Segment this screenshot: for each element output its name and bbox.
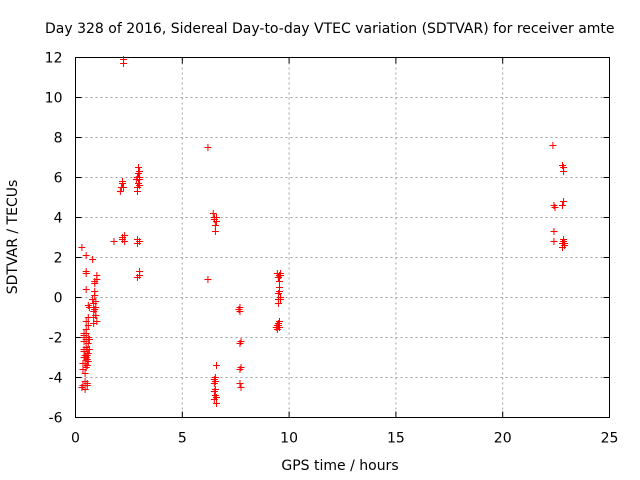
data-point	[277, 270, 285, 277]
data-point	[236, 366, 244, 373]
data-point	[85, 336, 93, 343]
data-point	[84, 358, 92, 365]
y-tick-label: 2	[54, 251, 63, 267]
data-point	[93, 276, 101, 283]
data-point	[120, 184, 128, 191]
data-point	[136, 268, 144, 275]
data-point	[211, 228, 219, 235]
data-point	[236, 380, 244, 387]
data-point	[136, 176, 144, 183]
data-point	[274, 300, 282, 307]
data-point	[237, 338, 245, 345]
data-point	[91, 306, 99, 313]
data-point	[204, 276, 212, 283]
y-tick-labels: -6 -4 -2 0 2 4 6 8 10 12	[45, 51, 63, 427]
y-tick-label: -6	[49, 411, 63, 427]
data-point	[110, 238, 118, 245]
x-tick-label: 5	[178, 431, 187, 447]
data-point	[204, 144, 212, 151]
data-points	[78, 56, 569, 407]
y-tick-label: 8	[54, 131, 63, 147]
y-tick-label: 0	[54, 291, 63, 307]
data-point	[275, 278, 283, 285]
data-point	[549, 142, 557, 149]
data-point	[210, 396, 218, 403]
data-point	[560, 168, 568, 175]
data-point	[136, 238, 144, 245]
y-tick-label: -4	[49, 371, 63, 387]
data-point	[136, 168, 144, 175]
data-point	[550, 238, 558, 245]
data-point	[559, 162, 567, 169]
data-point	[135, 164, 143, 171]
data-point	[560, 198, 568, 205]
y-tick-label: 6	[54, 171, 63, 187]
data-point	[275, 324, 283, 331]
data-point	[274, 290, 282, 297]
x-tick-label: 25	[601, 431, 619, 447]
data-point	[85, 346, 93, 353]
x-tick-label: 15	[387, 431, 405, 447]
data-point	[116, 188, 124, 195]
data-point	[277, 294, 285, 301]
data-point	[82, 330, 90, 337]
chart-title: Day 328 of 2016, Sidereal Day-to-day VTE…	[45, 21, 615, 37]
y-tick-label: 12	[45, 51, 63, 67]
data-point	[81, 370, 89, 377]
data-point	[237, 384, 245, 391]
y-axis-label: SDTVAR / TECUs	[5, 180, 21, 295]
data-point	[89, 256, 97, 263]
x-tick-label: 20	[494, 431, 512, 447]
data-point	[210, 388, 218, 395]
x-tick-label: 10	[280, 431, 298, 447]
data-point	[84, 340, 92, 347]
axis-ticks	[75, 57, 610, 418]
data-point	[78, 244, 86, 251]
data-point	[212, 214, 220, 221]
data-point	[84, 350, 92, 357]
x-tick-label: 0	[71, 431, 80, 447]
grid-lines	[75, 57, 610, 418]
y-tick-label: 4	[54, 211, 63, 227]
data-point	[118, 234, 126, 241]
x-tick-labels: 0 5 10 15 20 25	[71, 431, 618, 447]
data-point	[82, 270, 90, 277]
data-point	[85, 304, 93, 311]
data-point	[91, 288, 99, 295]
data-point	[212, 362, 220, 369]
data-point	[236, 308, 244, 315]
data-point	[82, 286, 90, 293]
data-point	[83, 362, 91, 369]
data-point	[211, 378, 219, 385]
data-point	[551, 204, 559, 211]
data-point	[92, 312, 100, 319]
data-point	[209, 210, 217, 217]
data-point	[136, 182, 144, 189]
data-point	[81, 386, 89, 393]
data-point	[275, 318, 283, 325]
data-point	[89, 296, 97, 303]
data-point	[120, 56, 128, 63]
y-tick-label: -2	[49, 331, 63, 347]
data-point	[84, 322, 92, 329]
data-point	[211, 222, 219, 229]
data-point	[212, 400, 220, 407]
data-point	[118, 178, 126, 185]
data-point	[82, 318, 90, 325]
x-axis-label: GPS time / hours	[281, 458, 398, 474]
data-point	[550, 228, 558, 235]
plot-frame	[75, 57, 610, 418]
data-point	[82, 252, 90, 259]
y-tick-label: 10	[45, 91, 63, 107]
data-point	[559, 244, 567, 251]
data-point	[83, 382, 91, 389]
data-point	[559, 202, 567, 209]
data-point	[93, 318, 101, 325]
data-point	[275, 284, 283, 291]
data-point	[561, 240, 569, 247]
